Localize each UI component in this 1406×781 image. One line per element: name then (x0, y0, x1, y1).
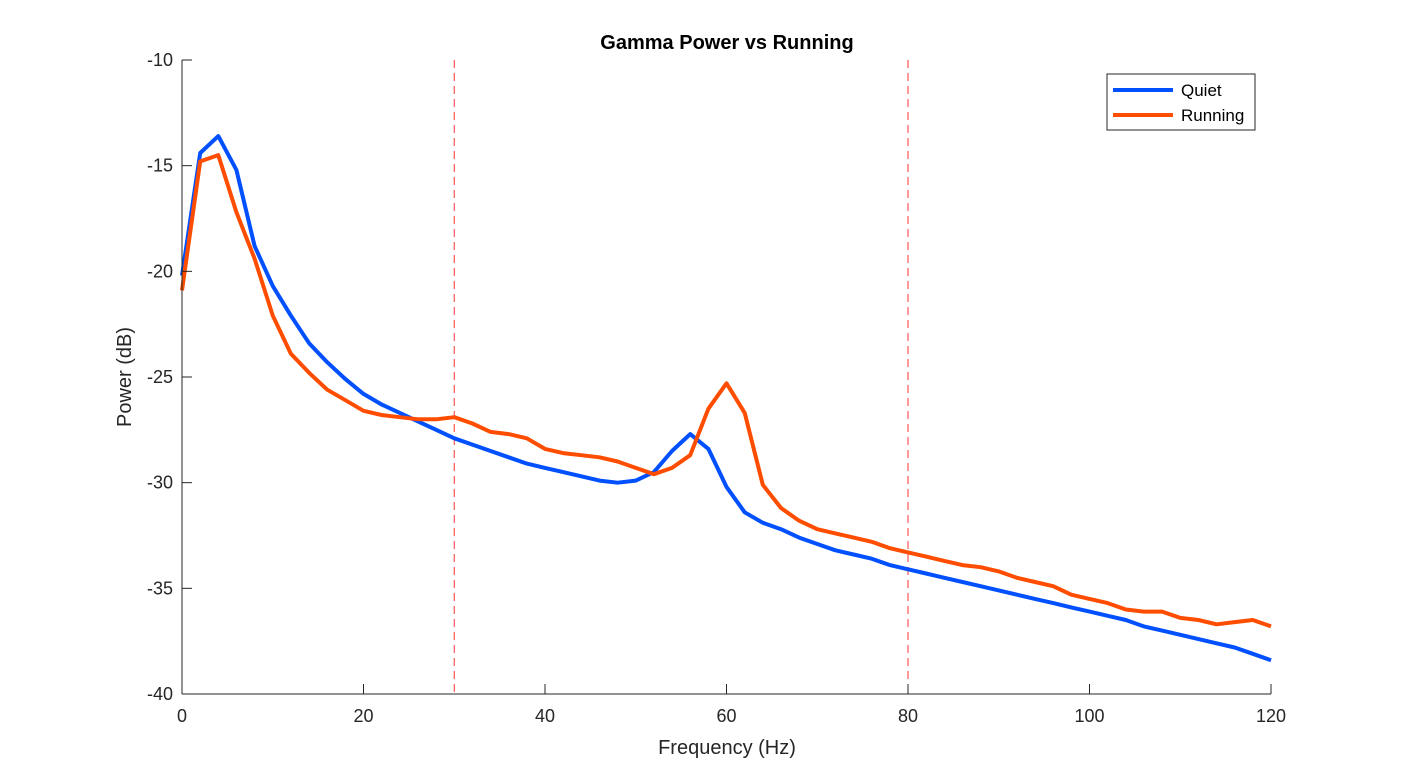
x-tick-label: 0 (177, 706, 187, 726)
y-tick-label: -10 (147, 50, 173, 70)
y-tick-label: -20 (147, 261, 173, 281)
x-axis-label: Frequency (Hz) (658, 737, 796, 759)
y-tick-label: -40 (147, 684, 173, 704)
y-tick-label: -30 (147, 473, 173, 493)
x-tick-label: 100 (1074, 706, 1104, 726)
y-tick-label: -35 (147, 578, 173, 598)
x-tick-label: 40 (535, 706, 555, 726)
legend-label: Running (1181, 106, 1244, 125)
chart-title: Gamma Power vs Running (600, 32, 853, 54)
legend-box (1106, 73, 1256, 131)
x-tick-label: 120 (1256, 706, 1286, 726)
x-tick-label: 20 (353, 706, 373, 726)
legend: Quiet Running (1106, 73, 1256, 131)
x-tick-label: 60 (716, 706, 736, 726)
series-line-running (180, 153, 1272, 629)
y-tick-label: -25 (147, 367, 173, 387)
series-line-quiet (180, 134, 1272, 663)
y-axis-label: Power (dB) (114, 327, 136, 427)
x-tick-label: 80 (898, 706, 918, 726)
legend-label: Quiet (1181, 81, 1222, 100)
y-tick-label: -15 (147, 156, 173, 176)
plot-area (180, 60, 1272, 694)
x-axis: 0 20 40 60 80 100 120 (177, 684, 1286, 726)
y-axis: -10 -15 -20 -25 -30 -35 -40 (147, 50, 192, 704)
